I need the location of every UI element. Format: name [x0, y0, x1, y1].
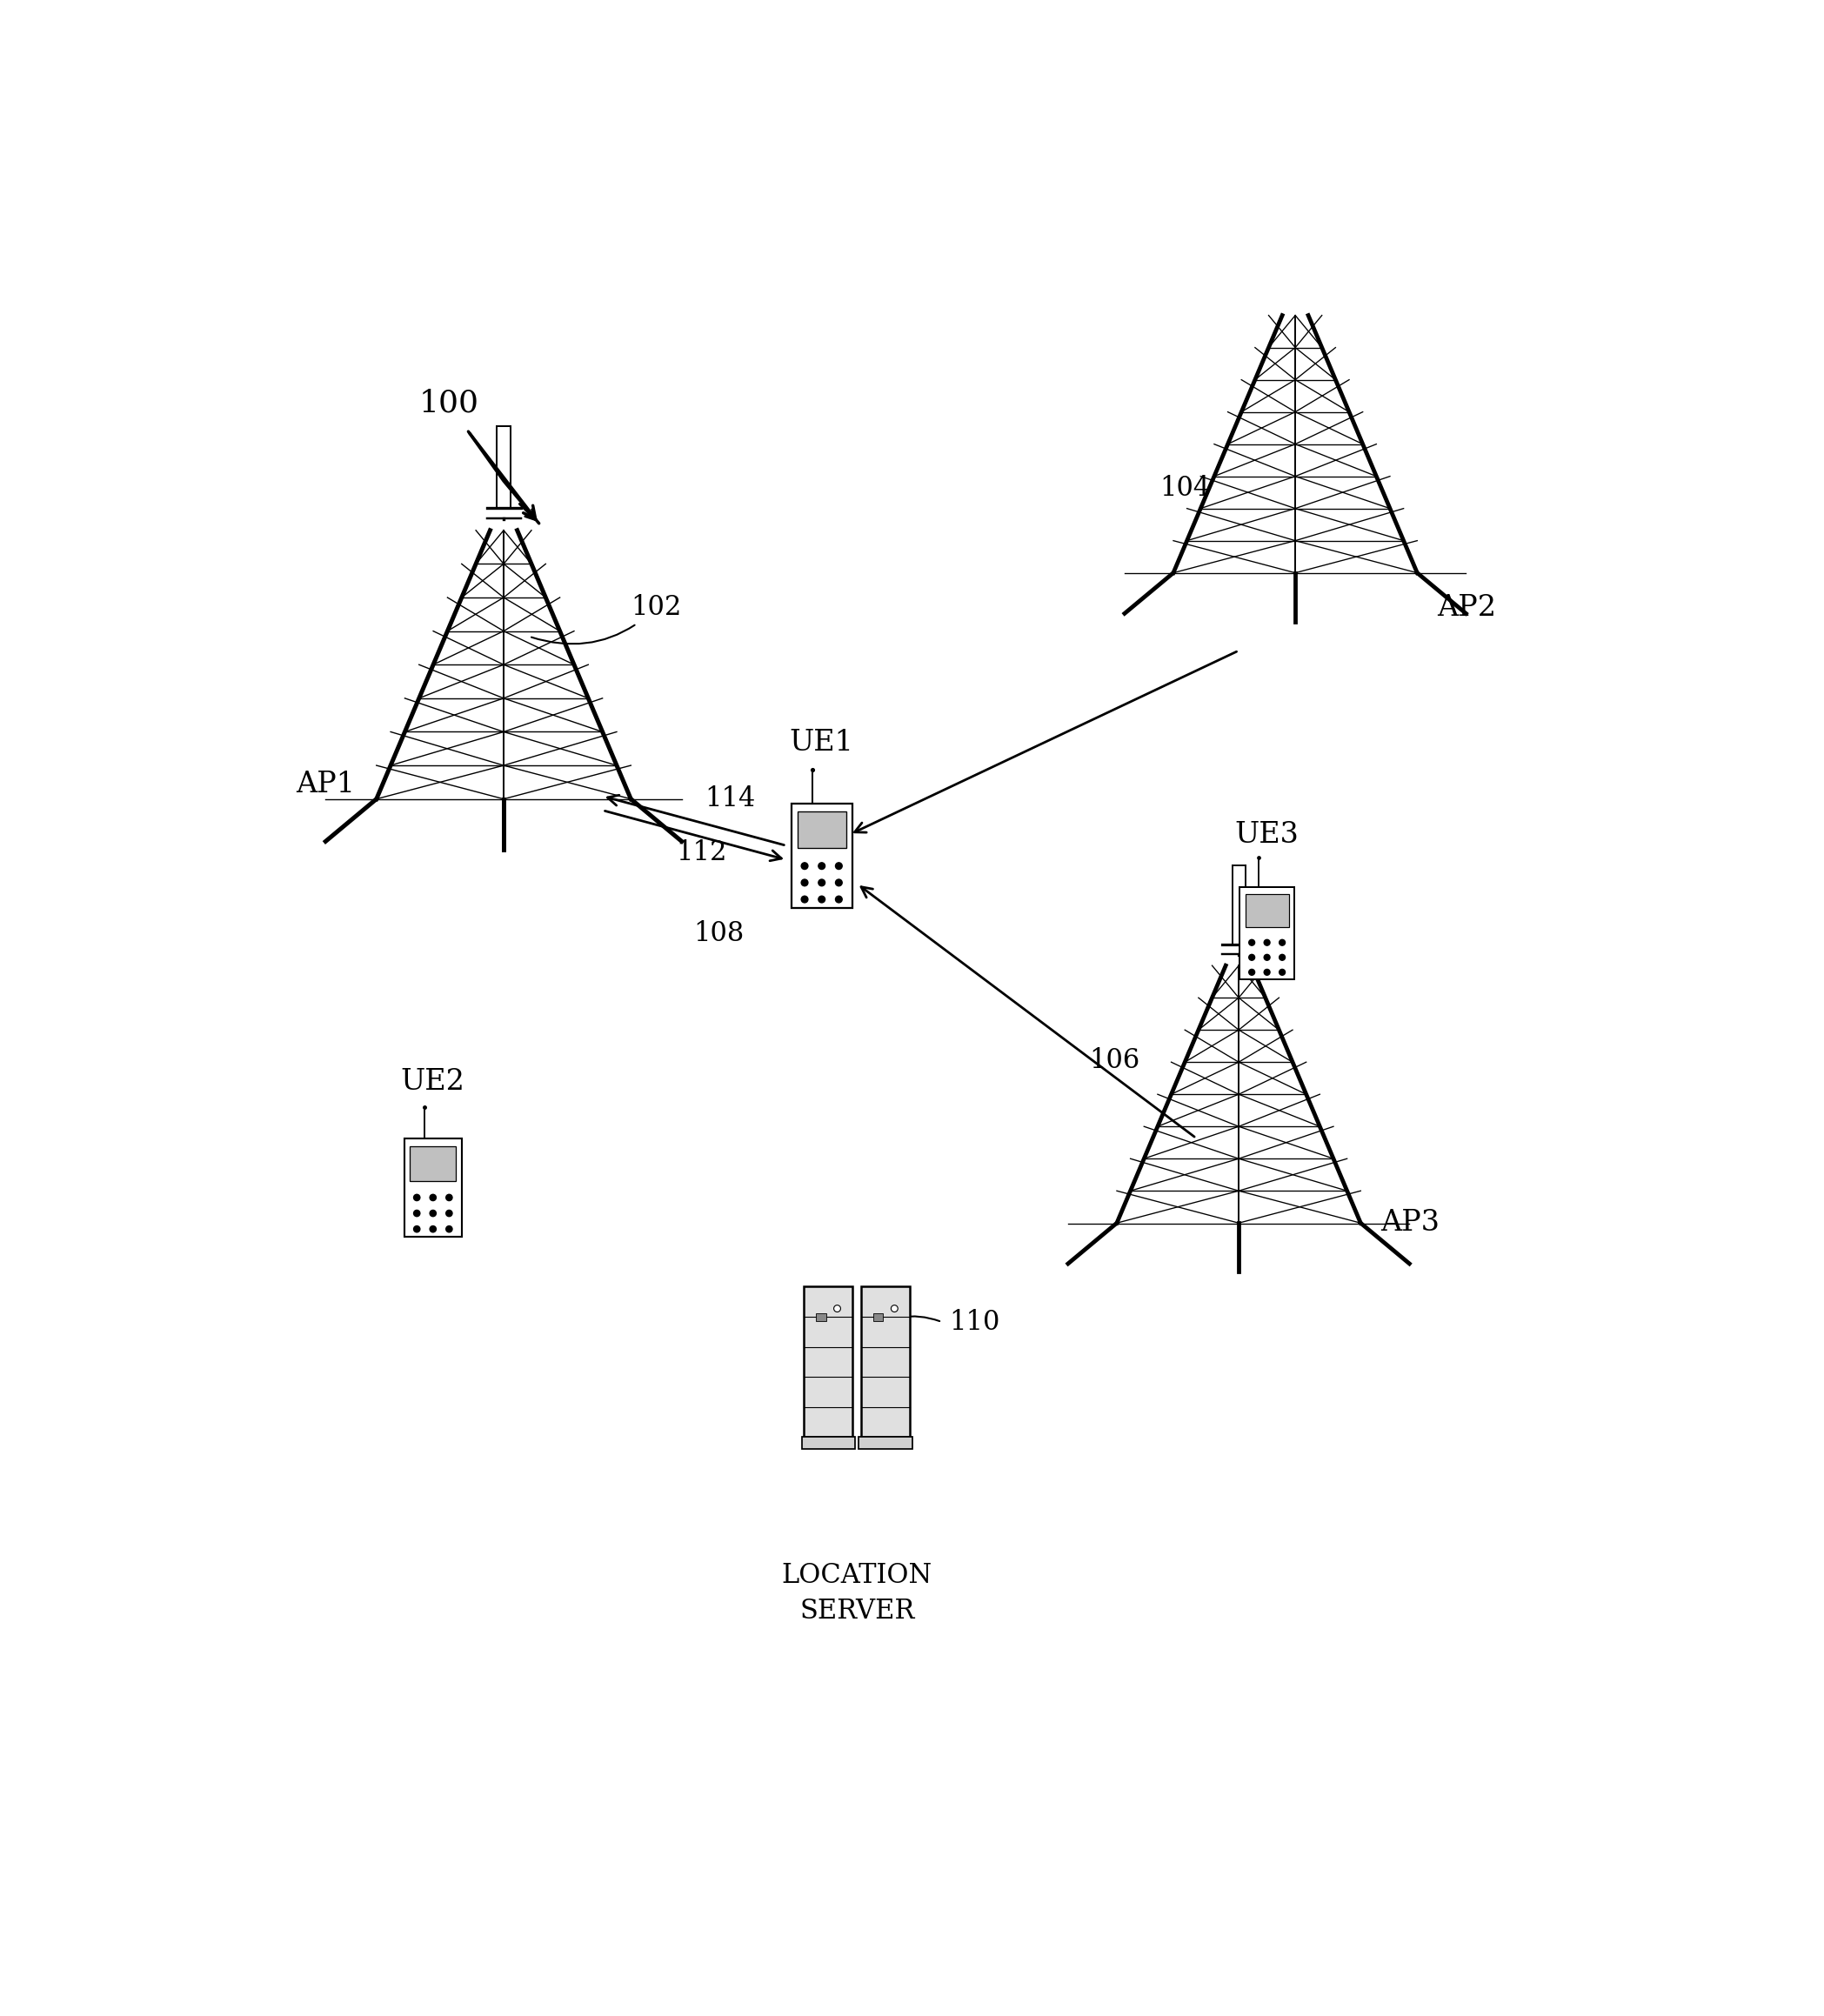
Text: 108: 108	[693, 919, 744, 948]
Circle shape	[1249, 954, 1255, 960]
Circle shape	[1249, 970, 1255, 976]
Bar	[815, 1314, 826, 1320]
Bar	[1240, 887, 1295, 980]
Bar	[874, 1314, 883, 1320]
Circle shape	[835, 863, 843, 869]
Circle shape	[414, 1226, 420, 1232]
Circle shape	[1279, 970, 1286, 976]
Bar	[859, 1437, 912, 1450]
Bar	[1246, 895, 1290, 927]
Circle shape	[819, 879, 824, 885]
Text: 112: 112	[677, 839, 728, 867]
Bar	[405, 1139, 461, 1238]
Circle shape	[1249, 939, 1255, 946]
Circle shape	[834, 1304, 841, 1312]
Circle shape	[1264, 970, 1270, 976]
Circle shape	[819, 895, 824, 903]
Circle shape	[430, 1210, 436, 1216]
Text: 110: 110	[948, 1308, 1000, 1335]
Text: UE1: UE1	[790, 728, 854, 756]
Text: LOCATION
SERVER: LOCATION SERVER	[782, 1562, 932, 1625]
Circle shape	[835, 895, 843, 903]
Text: UE2: UE2	[401, 1068, 465, 1097]
Circle shape	[1279, 939, 1286, 946]
Circle shape	[414, 1210, 420, 1216]
Text: 100: 100	[420, 389, 480, 417]
Circle shape	[1264, 939, 1270, 946]
Circle shape	[819, 863, 824, 869]
Circle shape	[801, 895, 808, 903]
Text: 106: 106	[1089, 1046, 1140, 1075]
Text: AP3: AP3	[1381, 1210, 1439, 1238]
Circle shape	[835, 879, 843, 885]
Circle shape	[445, 1226, 452, 1232]
Circle shape	[801, 863, 808, 869]
Circle shape	[801, 879, 808, 885]
Circle shape	[430, 1193, 436, 1202]
Bar	[861, 1286, 910, 1437]
Circle shape	[445, 1210, 452, 1216]
Circle shape	[1264, 954, 1270, 960]
Circle shape	[445, 1193, 452, 1202]
Bar	[792, 804, 852, 907]
Circle shape	[414, 1193, 420, 1202]
Text: 104: 104	[1160, 474, 1211, 502]
Text: UE3: UE3	[1235, 821, 1299, 849]
Circle shape	[430, 1226, 436, 1232]
Circle shape	[892, 1304, 897, 1312]
Text: AP2: AP2	[1437, 595, 1496, 623]
Text: 114: 114	[704, 786, 755, 812]
Bar	[804, 1286, 854, 1437]
Circle shape	[1279, 954, 1286, 960]
Text: 102: 102	[531, 595, 682, 643]
Bar	[410, 1147, 456, 1181]
Bar	[797, 812, 846, 849]
Text: AP1: AP1	[295, 770, 356, 798]
Bar	[801, 1437, 855, 1450]
